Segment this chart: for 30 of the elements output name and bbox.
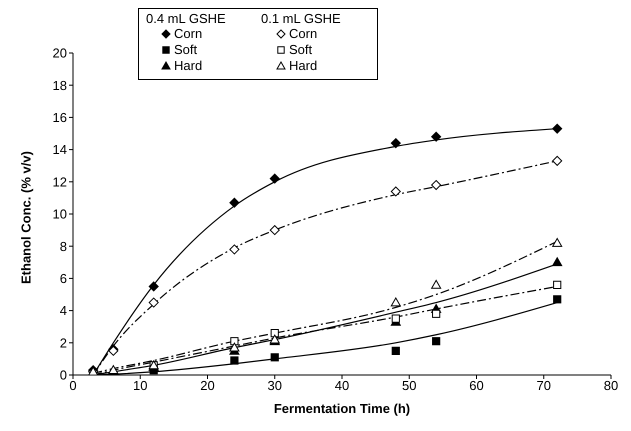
x-tick-label: 70 (536, 378, 551, 394)
y-tick-label: 18 (52, 78, 67, 93)
x-tick-label: 0 (69, 378, 77, 394)
y-tick-label: 10 (52, 206, 67, 222)
x-tick-label: 20 (200, 378, 215, 394)
x-tick-label: 10 (133, 378, 148, 394)
x-tick-label: 40 (334, 378, 350, 394)
legend-label: Soft (174, 42, 198, 57)
legend-label: Corn (174, 26, 202, 41)
legend-label: Hard (174, 58, 202, 73)
x-tick-label: 50 (402, 378, 416, 394)
x-axis-title: Fermentation Time (h) (274, 401, 410, 416)
y-tick-label: 2 (60, 335, 67, 350)
x-tick-label: 80 (604, 378, 618, 394)
y-tick-label: 20 (52, 46, 67, 61)
y-tick-label: 8 (60, 238, 67, 254)
x-tick-label: 60 (469, 378, 484, 394)
y-tick-label: 4 (60, 303, 67, 318)
legend-label: Hard (289, 58, 318, 73)
y-tick-label: 0 (60, 368, 67, 383)
y-tick-label: 6 (60, 271, 67, 286)
y-tick-label: 14 (52, 142, 67, 158)
text: 0.4 mL GSHE (146, 11, 226, 26)
legend-label: Soft (289, 42, 313, 57)
legend-label: Corn (289, 26, 318, 41)
x-tick-label: 30 (268, 378, 282, 394)
y-axis-title: Ethanol Conc. (% v/v) (18, 151, 34, 284)
y-tick-label: 16 (52, 110, 67, 126)
y-tick-label: 12 (52, 174, 67, 190)
text: 0.1 mL GSHE (261, 11, 341, 26)
